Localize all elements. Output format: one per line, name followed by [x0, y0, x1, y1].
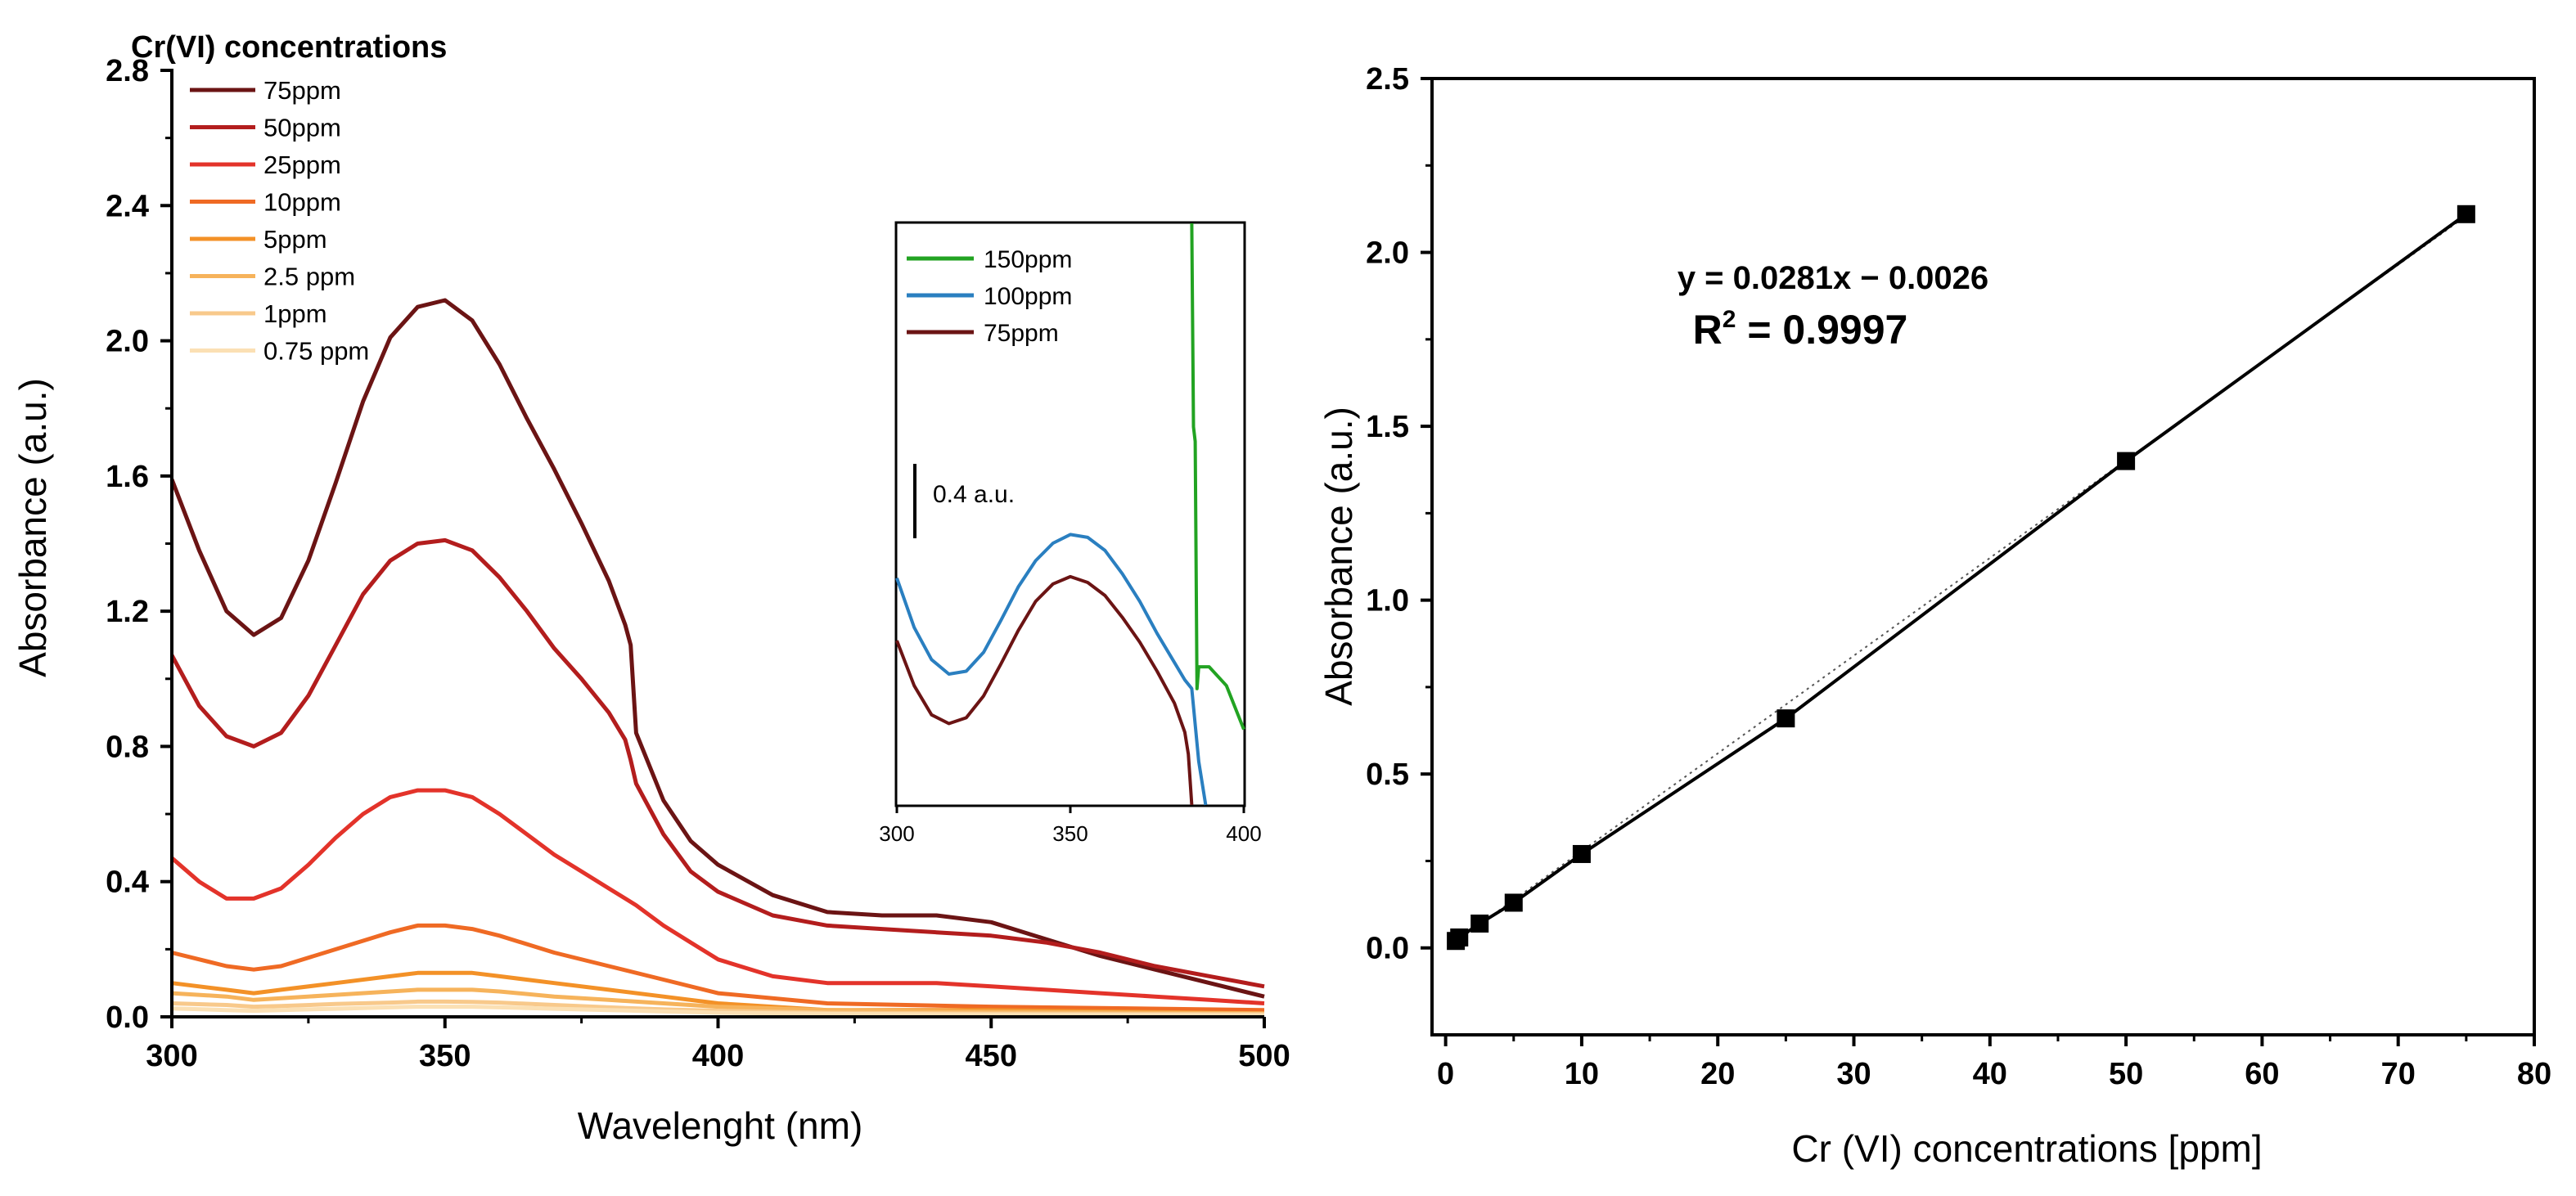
spectra-y-tick-label: 2.8: [106, 54, 149, 88]
spectra-y-tick-label: 2.0: [106, 325, 149, 359]
calibration-x-tick-label: 80: [2517, 1057, 2551, 1091]
inset-legend-label-150ppm: 150ppm: [984, 246, 1072, 273]
r-squared-exponent: 2: [1723, 306, 1736, 333]
calibration-point: [1450, 928, 1469, 946]
r-squared-symbol: R: [1693, 307, 1723, 353]
legend-label-1ppm: 1ppm: [263, 299, 327, 328]
calibration-x-axis-title: Cr (VI) concentrations [ppm]: [1791, 1127, 2262, 1170]
calibration-y-tick-label: 0.5: [1366, 758, 1409, 792]
calibration-x-tick-label: 60: [2245, 1057, 2279, 1091]
spectra-x-tick-label: 450: [966, 1039, 1017, 1073]
calibration-point: [1777, 709, 1795, 728]
spectra-x-tick-label: 400: [692, 1039, 744, 1073]
spectra-x-tick-label: 500: [1238, 1039, 1290, 1073]
inset-line-150ppm: [1190, 223, 1245, 731]
calibration-point: [2117, 452, 2136, 470]
spectra-x-tick-label: 350: [419, 1039, 471, 1073]
legend-label-0-75-ppm: 0.75 ppm: [263, 337, 369, 366]
inset-frame: [894, 221, 1246, 807]
r-squared-label: R2 = 0.9997: [1693, 306, 1908, 353]
spectra-inset: 300 350 400 150ppm 100ppm 75ppm 0.4 a.u.: [879, 221, 1262, 846]
spectrum-line-5ppm: [171, 970, 1265, 1016]
spectra-y-tick-label: 1.6: [106, 460, 149, 494]
calibration-x-tick-label: 50: [2109, 1057, 2143, 1091]
calibration-x-tick-label: 70: [2381, 1057, 2416, 1091]
legend-label-25ppm: 25ppm: [263, 151, 341, 179]
calibration-x-tick-label: 20: [1700, 1057, 1735, 1091]
spectra-y-tick-label: 0.8: [106, 730, 149, 764]
spectrum-line-2-5-ppm: [171, 987, 1265, 1016]
legend-label-5ppm: 5ppm: [263, 225, 327, 254]
calibration-point: [1572, 844, 1591, 863]
calibration-y-tick-label: 0.0: [1366, 932, 1409, 966]
spectra-chart: 300 350 400 450 5000.00.40.81.21.62.02.42.8 …: [11, 30, 1290, 1147]
spectra-axes: [160, 69, 1266, 1028]
calibration-x-tick-label: 30: [1836, 1057, 1871, 1091]
spectra-legend-title: Cr(VI) concentrations: [131, 30, 447, 65]
spectra-legend: 75ppm 50ppm 25ppm 10ppm 5ppm 2.5 ppm 1ppm 0.75 …: [190, 76, 369, 366]
spectrum-line-75ppm: [169, 298, 1265, 999]
calibration-marks: [1447, 205, 2475, 951]
spectra-y-axis-title: Absorbance (a.u.): [11, 378, 54, 677]
spectrum-line-50ppm: [169, 537, 1265, 989]
inset-x-tick-label: 400: [1226, 821, 1261, 846]
calibration-x-tick-label: 10: [1565, 1057, 1599, 1091]
spectra-y-tick-label: 1.2: [106, 595, 149, 629]
spectra-tick-labels: 300 350 400 450 500 0.0 0.4 0.8 1.2 1.6 2.0 2.4 2.8: [106, 54, 1290, 1073]
legend-label-10ppm: 10ppm: [263, 188, 341, 217]
legend-label-2-5-ppm: 2.5 ppm: [263, 263, 355, 291]
calibration-tick-labels: 0 10 20 30 40 50 60 70 80 0.0 0.5 1.0 1.5 2.0 2.5: [1366, 62, 2551, 1091]
calibration-plot-frame: [1430, 77, 2536, 1036]
spectra-series-group: [169, 298, 1265, 1018]
calibration-point: [2457, 205, 2475, 223]
spectrum-line-0-75-ppm: [171, 1005, 1265, 1018]
spectrum-line-10ppm: [171, 923, 1265, 1013]
spectra-y-tick-label: 0.4: [106, 866, 149, 900]
inset-line-75ppm: [895, 574, 1194, 806]
inset-axes: 300 350 400: [879, 805, 1262, 846]
calibration-x-tick-label: 40: [1973, 1057, 2007, 1091]
calibration-point: [1504, 893, 1523, 912]
calibration-y-tick-label: 1.0: [1366, 584, 1409, 618]
calibration-y-tick-label: 2.0: [1366, 236, 1409, 271]
spectra-y-tick-label: 2.4: [106, 189, 149, 223]
inset-legend: 150ppm 100ppm 75ppm: [907, 246, 1072, 347]
inset-x-tick-label: 300: [879, 821, 914, 846]
spectra-x-tick-label: 300: [146, 1039, 197, 1073]
legend-label-50ppm: 50ppm: [263, 114, 341, 142]
calibration-x-tick-label: 0: [1437, 1057, 1454, 1091]
calibration-y-tick-label: 1.5: [1366, 410, 1409, 444]
calibration-connect-line: [1454, 213, 2468, 942]
regression-equation: y = 0.0281x − 0.0026: [1678, 260, 1988, 296]
calibration-chart: 0 10 20 30 40 50 60 70 80 0.0 0.5 1.0 1.5 2.0 2.5 Cr (…: [1317, 62, 2551, 1170]
inset-x-tick-label: 350: [1052, 821, 1088, 846]
inset-legend-label-100ppm: 100ppm: [984, 283, 1072, 310]
inset-series-group: [895, 223, 1245, 806]
calibration-axes: [1421, 77, 2536, 1046]
r-squared-value: = 0.9997: [1736, 307, 1907, 353]
inset-legend-label-75ppm: 75ppm: [984, 320, 1059, 347]
inset-scale-bar-label: 0.4 a.u.: [933, 481, 1015, 508]
spectrum-line-25ppm: [170, 788, 1265, 1005]
spectra-x-axis-title: Wavelenght (nm): [578, 1104, 863, 1147]
legend-label-75ppm: 75ppm: [263, 76, 341, 105]
calibration-y-axis-title: Absorbance (a.u.): [1317, 407, 1360, 706]
inset-line-100ppm: [895, 533, 1208, 806]
spectra-y-tick-label: 0.0: [106, 1000, 149, 1035]
calibration-y-tick-label: 2.5: [1366, 62, 1409, 97]
calibration-point: [1470, 914, 1489, 933]
